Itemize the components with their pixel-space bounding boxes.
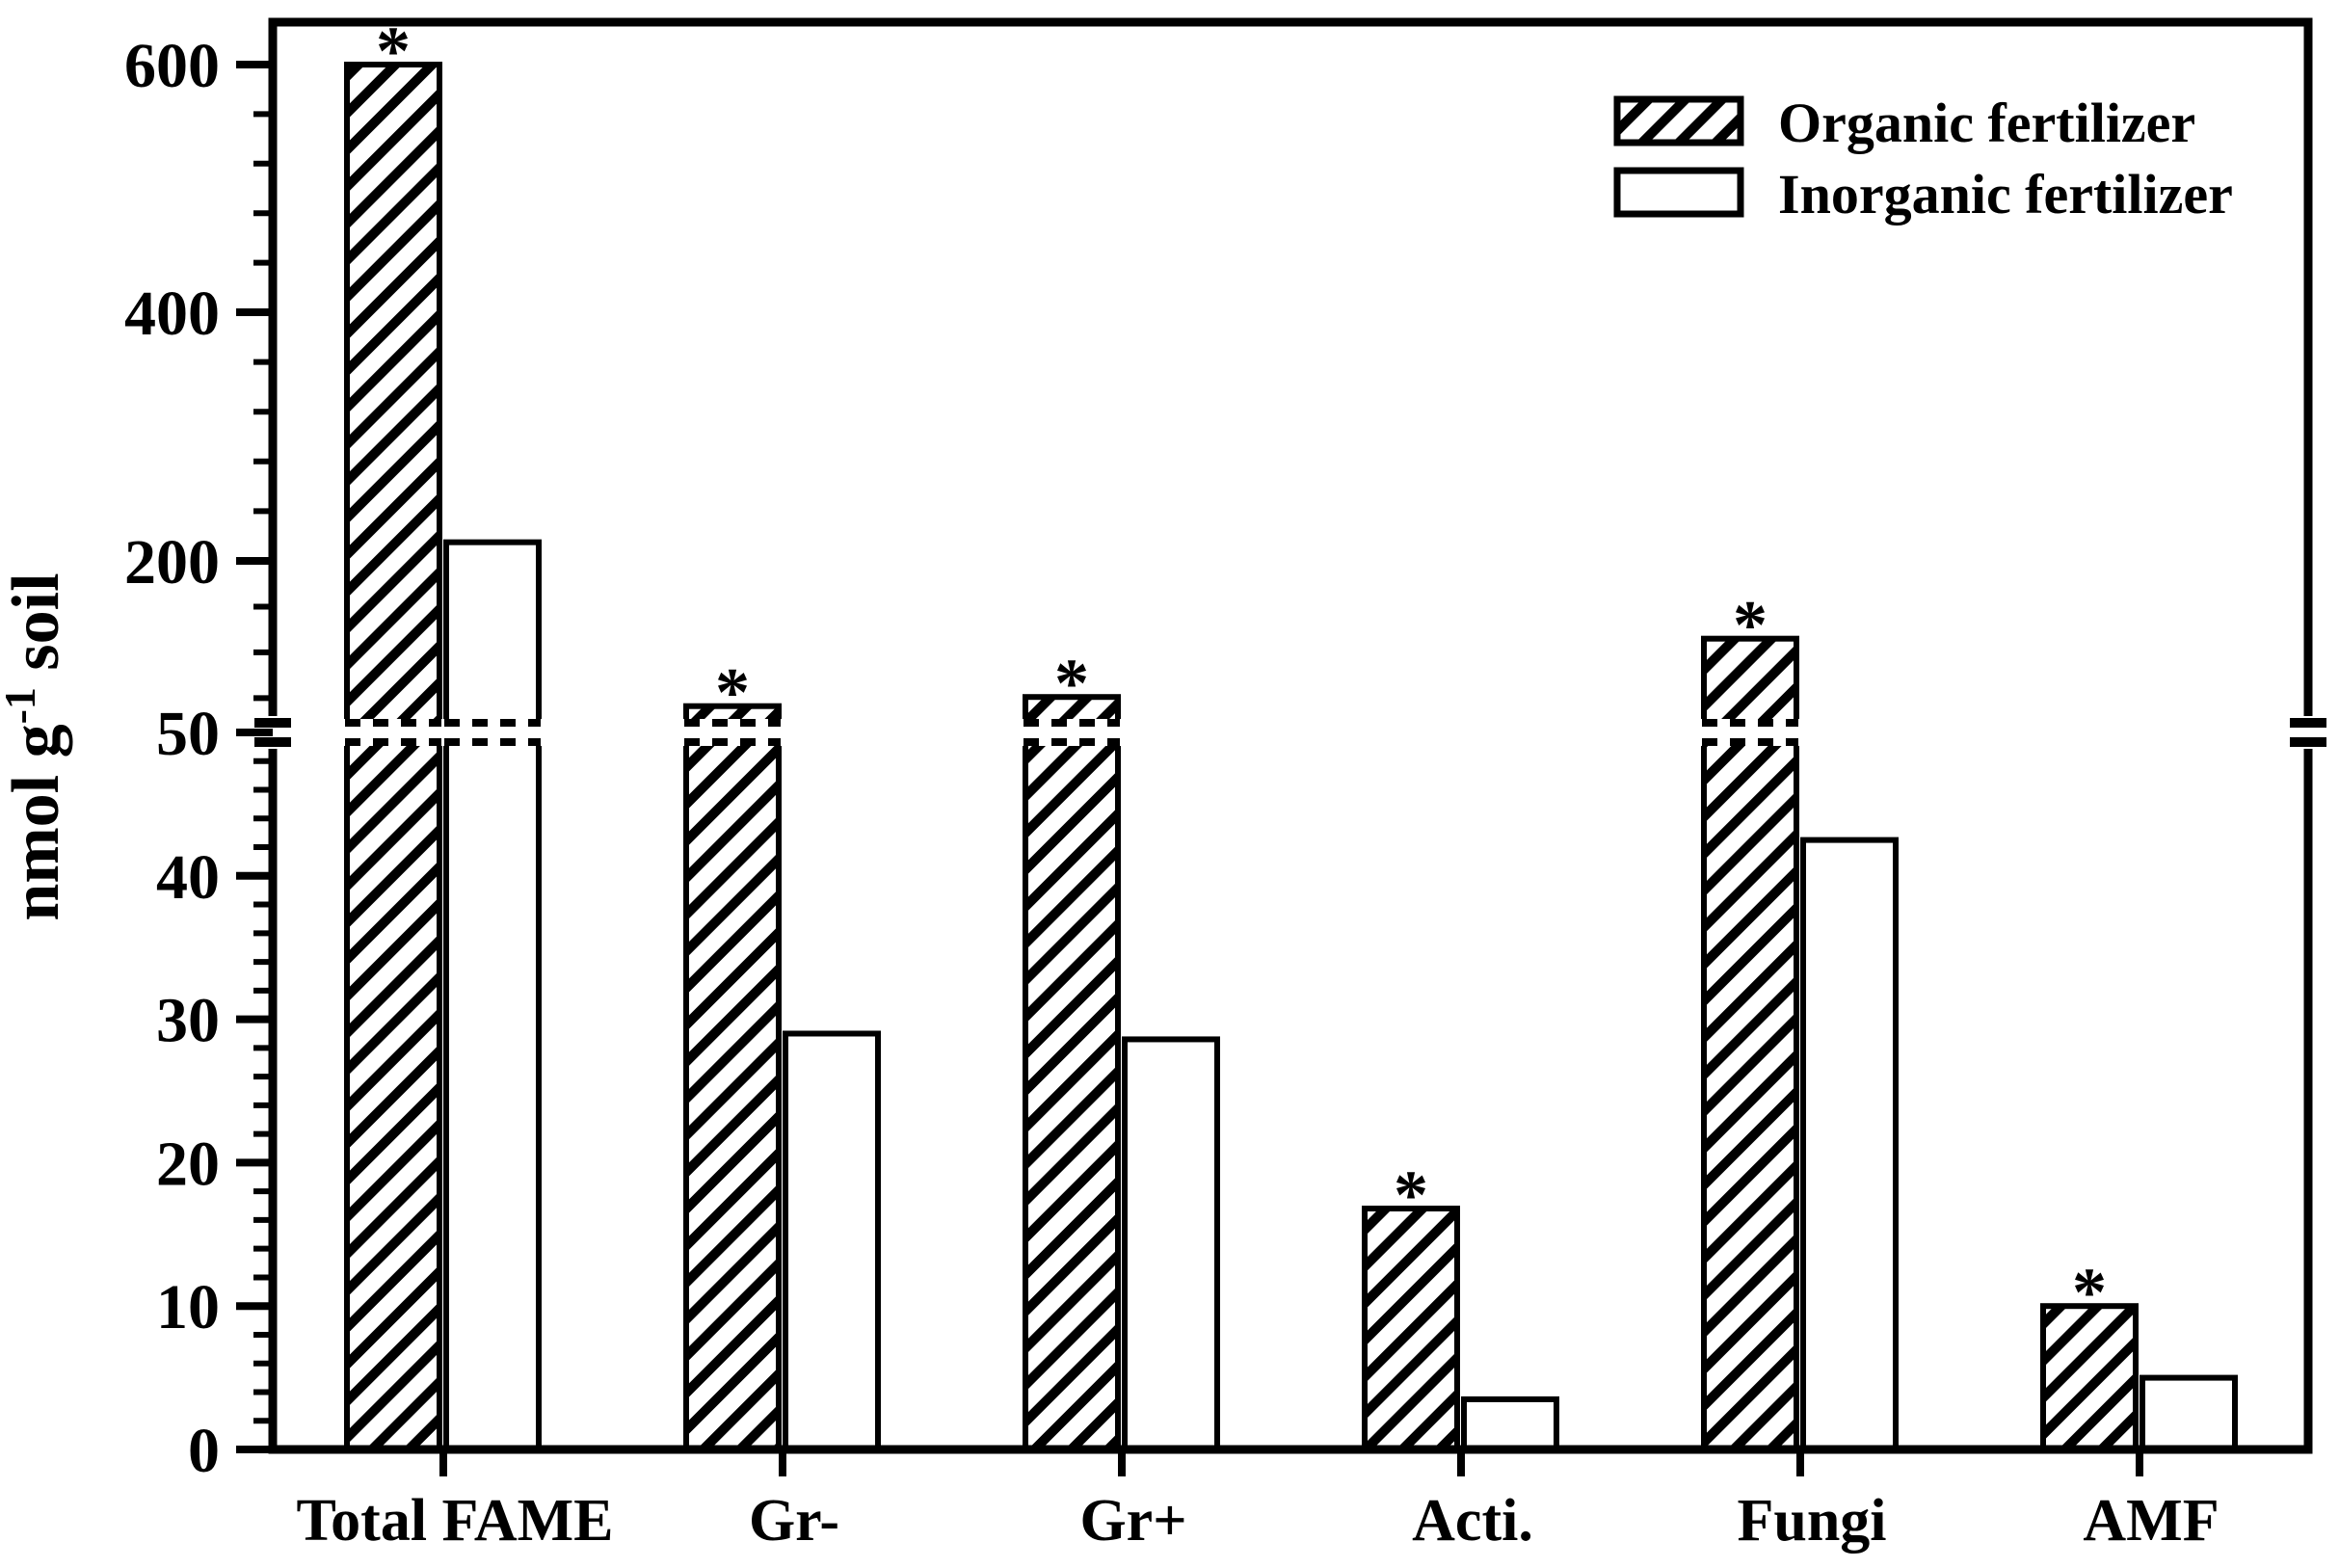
legend-label-inorganic: Inorganic fertilizer [1778, 163, 2233, 226]
y-tick-label: 600 [124, 31, 220, 101]
bar-inorganic-acti [1461, 1395, 1559, 1453]
x-category-label-fungi: Fungi [1737, 1488, 1886, 1554]
bar-inorganic-amf [2140, 1374, 2238, 1452]
y-axis-title: nmol g-1 soil [0, 572, 73, 920]
labels-layer: 0 10 20 30 40 50 200 400 600 Total FAME Gr- Gr+ Acti… [0, 31, 2219, 1554]
x-category-label-acti: Acti. [1412, 1488, 1533, 1554]
bars-layer [344, 62, 2238, 1453]
plot-frame [268, 17, 2313, 1454]
y-tick-label: 20 [156, 1129, 220, 1199]
y-tick-label: 40 [156, 842, 220, 913]
legend-swatch-inorganic [1613, 167, 1744, 218]
x-category-label-gr-pos: Gr+ [1079, 1488, 1186, 1554]
significance-asterisk-fungi: * [1733, 587, 1768, 664]
bar-organic-gr-neg [683, 703, 782, 1452]
y-tick-label: 50 [156, 699, 220, 769]
significance-asterisk-gr-neg: * [715, 654, 750, 731]
bar-inorganic-fungi [1800, 837, 1899, 1452]
bar-inorganic-total-fame [443, 539, 542, 1452]
significance-asterisk-amf: * [2072, 1254, 2107, 1331]
axes-frame-layer [254, 17, 2326, 1454]
x-category-label-amf: AMF [2083, 1488, 2219, 1554]
y-tick-label: 10 [156, 1272, 220, 1342]
y-tick-label: 400 [124, 279, 220, 349]
y-tick-label: 200 [124, 527, 220, 598]
bar-organic-total-fame [344, 62, 442, 1452]
legend-layer: Organic fertilizer Inorganic fertilizer [1613, 92, 2233, 226]
bar-inorganic-gr-neg [783, 1030, 881, 1452]
bar-organic-acti [1362, 1206, 1460, 1452]
bar-inorganic-gr-pos [1122, 1036, 1220, 1452]
y-tick-label: 0 [188, 1416, 220, 1486]
annotations-layer: * * * * * * [376, 13, 2107, 1331]
significance-asterisk-acti: * [1394, 1156, 1428, 1234]
significance-asterisk-total-fame: * [376, 13, 411, 90]
significance-asterisk-gr-pos: * [1054, 645, 1089, 722]
bar-organic-gr-pos [1023, 694, 1121, 1452]
legend-swatch-organic [1613, 95, 1744, 146]
bar-organic-fungi [1701, 635, 1799, 1452]
x-category-label-gr-neg: Gr- [749, 1488, 839, 1554]
x-category-label-total-fame: Total FAME [297, 1488, 614, 1554]
y-tick-label: 30 [156, 986, 220, 1056]
bar-break-gaps-layer [343, 719, 1800, 746]
legend-label-organic: Organic fertilizer [1778, 92, 2195, 154]
ticks-layer [236, 61, 2143, 1476]
